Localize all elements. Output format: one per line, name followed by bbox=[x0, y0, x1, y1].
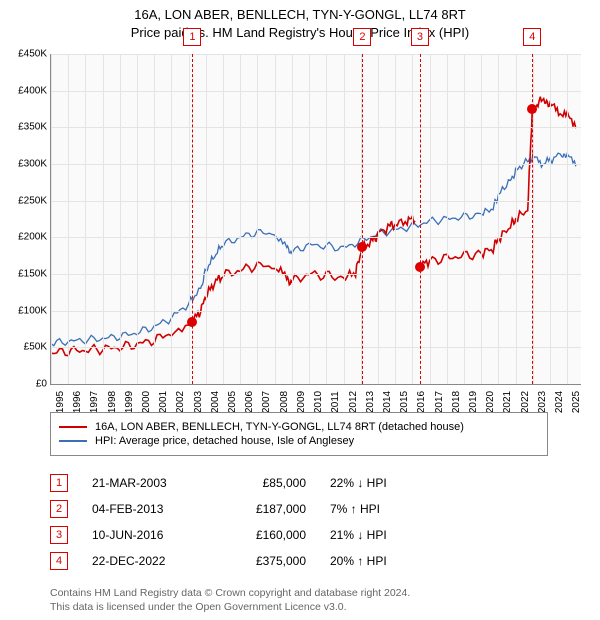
sales-row-date: 21-MAR-2003 bbox=[92, 476, 202, 490]
footer-line-2: This data is licensed under the Open Gov… bbox=[50, 600, 410, 614]
y-axis-label: £150K bbox=[18, 269, 51, 280]
sales-row-number: 3 bbox=[50, 526, 68, 544]
x-axis-label: 2003 bbox=[189, 391, 204, 413]
x-axis-label: 2000 bbox=[137, 391, 152, 413]
y-axis-label: £250K bbox=[18, 195, 51, 206]
x-axis-label: 2012 bbox=[344, 391, 359, 413]
sales-row-number: 2 bbox=[50, 500, 68, 518]
sales-row-diff: 21% ↓ HPI bbox=[330, 528, 440, 542]
sales-row-price: £187,000 bbox=[226, 502, 306, 516]
x-axis-label: 2022 bbox=[516, 391, 531, 413]
sales-row-date: 10-JUN-2016 bbox=[92, 528, 202, 542]
y-axis-label: £450K bbox=[18, 49, 51, 60]
x-axis-label: 2001 bbox=[154, 391, 169, 413]
x-axis-label: 2025 bbox=[567, 391, 582, 413]
chart-title-subtitle: Price paid vs. HM Land Registry's House … bbox=[0, 24, 600, 42]
sales-row-number: 4 bbox=[50, 552, 68, 570]
sale-marker-box: 3 bbox=[411, 28, 429, 46]
sale-marker-line bbox=[362, 54, 363, 384]
x-axis-label: 2020 bbox=[481, 391, 496, 413]
x-axis-label: 2017 bbox=[430, 391, 445, 413]
sales-table: 1 21-MAR-2003 £85,000 22% ↓ HPI 2 04-FEB-2013… bbox=[50, 470, 440, 574]
sales-row-price: £160,000 bbox=[226, 528, 306, 542]
legend-row-hpi: HPI: Average price, detached house, Isle… bbox=[59, 435, 539, 447]
sales-row-price: £375,000 bbox=[226, 554, 306, 568]
sale-marker-box: 1 bbox=[183, 28, 201, 46]
sales-row-number: 1 bbox=[50, 474, 68, 492]
x-axis-label: 2009 bbox=[292, 391, 307, 413]
sales-row: 3 10-JUN-2016 £160,000 21% ↓ HPI bbox=[50, 522, 440, 548]
chart-svg bbox=[51, 54, 581, 384]
chart-title-block: 16A, LON ABER, BENLLECH, TYN-Y-GONGL, LL… bbox=[0, 0, 600, 41]
y-axis-label: £50K bbox=[24, 342, 51, 353]
x-axis-label: 2021 bbox=[498, 391, 513, 413]
x-axis-label: 1996 bbox=[68, 391, 83, 413]
sale-marker-point bbox=[415, 262, 425, 272]
x-axis-label: 2013 bbox=[361, 391, 376, 413]
sales-row-diff: 7% ↑ HPI bbox=[330, 502, 440, 516]
sales-row-date: 04-FEB-2013 bbox=[92, 502, 202, 516]
sales-row-diff: 22% ↓ HPI bbox=[330, 476, 440, 490]
legend-swatch-property bbox=[59, 426, 87, 428]
chart-title-address: 16A, LON ABER, BENLLECH, TYN-Y-GONGL, LL… bbox=[0, 6, 600, 24]
x-axis-label: 1995 bbox=[51, 391, 66, 413]
x-axis-label: 2016 bbox=[412, 391, 427, 413]
y-axis-label: £400K bbox=[18, 85, 51, 96]
x-axis-label: 2010 bbox=[309, 391, 324, 413]
x-axis-label: 2007 bbox=[257, 391, 272, 413]
y-axis-label: £200K bbox=[18, 232, 51, 243]
chart-legend: 16A, LON ABER, BENLLECH, TYN-Y-GONGL, LL… bbox=[50, 412, 548, 456]
chart-footer: Contains HM Land Registry data © Crown c… bbox=[50, 586, 410, 614]
y-axis-label: £100K bbox=[18, 305, 51, 316]
sales-row: 2 04-FEB-2013 £187,000 7% ↑ HPI bbox=[50, 496, 440, 522]
sale-marker-box: 4 bbox=[523, 28, 541, 46]
x-axis-label: 2008 bbox=[275, 391, 290, 413]
legend-swatch-hpi bbox=[59, 440, 87, 442]
y-axis-label: £300K bbox=[18, 159, 51, 170]
legend-label-property: 16A, LON ABER, BENLLECH, TYN-Y-GONGL, LL… bbox=[95, 421, 464, 433]
legend-row-property: 16A, LON ABER, BENLLECH, TYN-Y-GONGL, LL… bbox=[59, 421, 539, 433]
x-axis-label: 2006 bbox=[240, 391, 255, 413]
sales-row: 4 22-DEC-2022 £375,000 20% ↑ HPI bbox=[50, 548, 440, 574]
x-axis-label: 2004 bbox=[206, 391, 221, 413]
x-axis-label: 2018 bbox=[447, 391, 462, 413]
x-axis-label: 2005 bbox=[223, 391, 238, 413]
x-axis-label: 2019 bbox=[464, 391, 479, 413]
x-axis-label: 2024 bbox=[550, 391, 565, 413]
x-axis-label: 1998 bbox=[103, 391, 118, 413]
x-axis-label: 2002 bbox=[171, 391, 186, 413]
sale-marker-point bbox=[357, 242, 367, 252]
sales-row-date: 22-DEC-2022 bbox=[92, 554, 202, 568]
x-axis-label: 2014 bbox=[378, 391, 393, 413]
footer-line-1: Contains HM Land Registry data © Crown c… bbox=[50, 586, 410, 600]
x-axis-label: 1997 bbox=[85, 391, 100, 413]
chart-plot-area: £0£50K£100K£150K£200K£250K£300K£350K£400… bbox=[50, 54, 581, 385]
y-axis-label: £0 bbox=[36, 379, 51, 390]
sale-marker-line bbox=[192, 54, 193, 384]
x-axis-label: 2011 bbox=[326, 391, 341, 413]
x-axis-label: 2015 bbox=[395, 391, 410, 413]
sale-marker-point bbox=[187, 317, 197, 327]
legend-label-hpi: HPI: Average price, detached house, Isle… bbox=[95, 435, 354, 447]
sale-marker-line bbox=[420, 54, 421, 384]
sales-row: 1 21-MAR-2003 £85,000 22% ↓ HPI bbox=[50, 470, 440, 496]
x-axis-label: 2023 bbox=[533, 391, 548, 413]
sale-marker-point bbox=[527, 104, 537, 114]
y-axis-label: £350K bbox=[18, 122, 51, 133]
sales-row-price: £85,000 bbox=[226, 476, 306, 490]
x-axis-label: 1999 bbox=[120, 391, 135, 413]
sale-marker-box: 2 bbox=[353, 28, 371, 46]
sales-row-diff: 20% ↑ HPI bbox=[330, 554, 440, 568]
